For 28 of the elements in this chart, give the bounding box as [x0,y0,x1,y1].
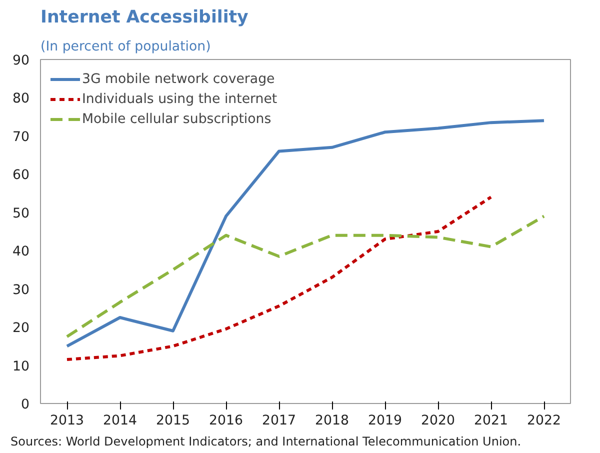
y-tick-label: 50 [12,206,30,222]
x-tick-label: 2020 [421,414,455,428]
x-tick-label: 2019 [368,414,402,428]
y-tick-label: 80 [12,92,30,107]
y-tick-label: 10 [12,359,30,374]
legend-label: 3G mobile network coverage [82,72,275,86]
line-series [66,214,546,338]
chart-title: Internet Accessibility [40,8,248,28]
y-tick-label: 70 [12,130,30,145]
x-tick-label: 2022 [527,414,561,428]
x-tick-label: 2016 [209,414,243,428]
x-tick-label: 2018 [315,414,349,428]
legend-label: Individuals using the internet [82,92,278,106]
y-tick-label: 20 [12,321,30,336]
y-tick-label: 0 [21,398,30,412]
legend-label: Mobile cellular subscriptions [82,112,272,126]
x-tick-label: 2021 [474,414,508,428]
x-tick-label: 2015 [156,414,190,428]
y-tick-label: 90 [12,54,30,68]
y-tick-label: 30 [12,282,30,298]
y-tick-label: 60 [12,168,30,184]
y-tick-label: 40 [12,244,30,260]
x-tick-label: 2017 [262,414,296,428]
chart-subtitle: (In percent of population) [40,40,211,54]
x-tick-label: 2014 [103,414,137,428]
line-series [66,196,492,362]
source-note: Sources: World Development Indicators; and International Telecommunication Union. [10,434,522,448]
x-tick-label: 2013 [50,414,84,428]
